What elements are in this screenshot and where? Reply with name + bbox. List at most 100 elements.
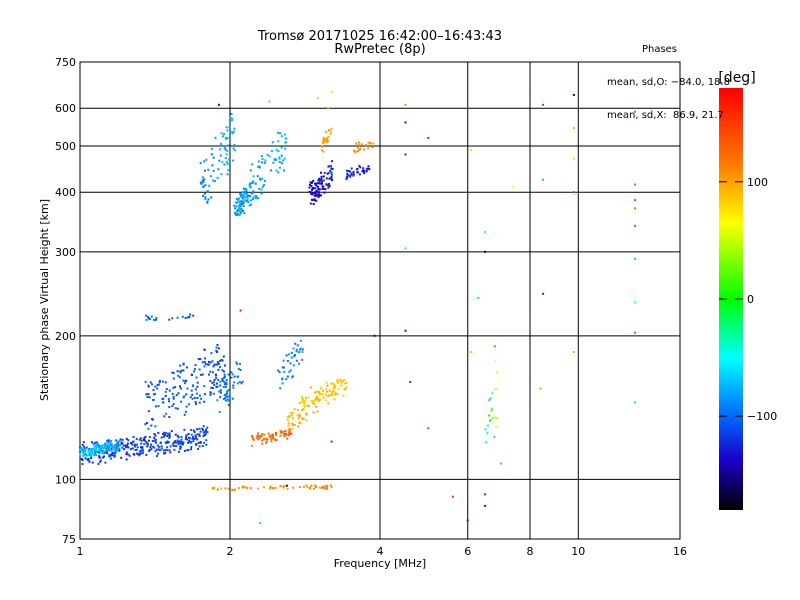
data-point [235, 205, 238, 208]
data-point [491, 417, 494, 420]
data-point [138, 454, 141, 457]
data-point [572, 191, 575, 194]
data-point [79, 453, 82, 456]
data-point [268, 487, 271, 490]
data-point [203, 361, 206, 363]
data-point [313, 403, 316, 406]
y-tick-labels: 75 100 200 300 400 500 600 750 [55, 56, 76, 546]
data-point [81, 459, 84, 462]
data-point [286, 416, 289, 419]
data-point [114, 449, 116, 452]
data-point [309, 181, 312, 184]
data-point [204, 198, 207, 201]
data-point [572, 93, 575, 96]
data-point [317, 196, 320, 199]
data-point [159, 379, 161, 382]
data-point [288, 429, 291, 432]
data-point [194, 401, 197, 404]
data-point [301, 350, 304, 353]
data-point [297, 417, 300, 420]
data-point [404, 121, 407, 124]
data-point [264, 159, 267, 162]
data-point [309, 386, 312, 389]
data-point [179, 447, 181, 450]
data-point [166, 432, 169, 435]
data-point [196, 438, 199, 441]
data-point [198, 401, 201, 404]
data-point [172, 386, 175, 389]
data-point [244, 196, 247, 199]
data-point [281, 382, 284, 385]
data-point [190, 446, 193, 449]
data-point [286, 488, 289, 491]
data-point [223, 132, 225, 135]
data-point [132, 436, 135, 438]
data-point [311, 181, 314, 184]
data-point [293, 355, 296, 358]
data-point [345, 176, 348, 179]
data-point [105, 450, 108, 453]
data-point [196, 397, 199, 399]
data-point [182, 369, 185, 372]
data-point [322, 175, 325, 178]
data-point [318, 486, 321, 489]
data-point [193, 368, 196, 371]
data-point [196, 428, 199, 431]
data-point [252, 180, 255, 183]
data-point [512, 186, 515, 189]
x-axis-label: Frequency [MHz] [334, 557, 426, 570]
data-point [105, 447, 108, 450]
data-point [269, 485, 272, 488]
data-point [209, 392, 212, 395]
data-point [136, 452, 139, 455]
data-point [180, 440, 183, 443]
data-point [191, 393, 194, 396]
data-point [285, 484, 288, 487]
data-point [365, 170, 368, 173]
data-point [488, 399, 491, 402]
data-point [265, 438, 268, 441]
data-point [316, 97, 319, 100]
data-point [227, 373, 230, 376]
data-point [204, 432, 207, 435]
data-point [200, 397, 203, 400]
data-point [195, 436, 197, 439]
data-point [278, 166, 281, 169]
data-point [82, 451, 85, 454]
data-point [301, 358, 304, 361]
data-point [240, 202, 242, 205]
data-point [212, 392, 215, 395]
colorbar-tick-label: −100 [747, 410, 777, 423]
data-point [318, 392, 321, 395]
data-point [196, 381, 199, 384]
data-point [198, 445, 201, 448]
data-point [241, 380, 244, 383]
data-point [330, 393, 333, 396]
data-point [329, 130, 332, 133]
data-point [485, 441, 488, 444]
data-point [152, 393, 155, 396]
data-point [336, 393, 339, 396]
data-point [286, 360, 289, 362]
data-point [140, 442, 143, 445]
data-point [145, 393, 148, 396]
data-point [325, 487, 328, 490]
data-point [203, 348, 206, 351]
data-point [252, 190, 255, 193]
data-point [223, 370, 225, 373]
data-point [277, 150, 280, 153]
data-point [225, 382, 228, 385]
data-point [147, 385, 150, 388]
data-point [252, 191, 255, 194]
data-point [318, 398, 321, 401]
data-point [174, 386, 177, 389]
data-point [209, 391, 212, 394]
data-point [224, 399, 227, 402]
data-point [175, 394, 178, 397]
data-point [301, 399, 304, 402]
data-point [156, 384, 159, 386]
data-point [105, 446, 108, 449]
data-point [328, 177, 331, 180]
data-point [323, 171, 326, 174]
data-point [109, 454, 112, 457]
